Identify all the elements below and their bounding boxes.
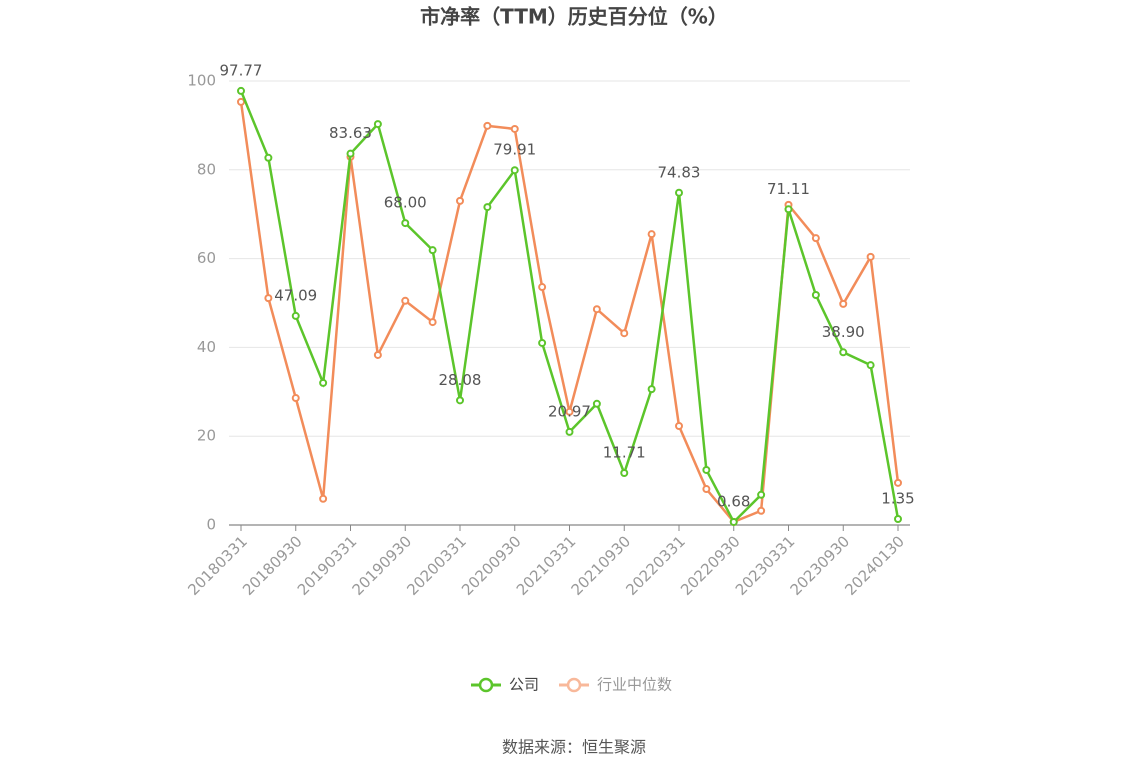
data-label: 71.11: [767, 180, 810, 198]
data-label: 11.71: [603, 444, 646, 462]
data-point: [620, 329, 629, 338]
data-point: [237, 97, 245, 106]
data-point: [784, 205, 793, 214]
series-line: [239, 101, 900, 524]
data-point: [428, 246, 437, 255]
data-point: [319, 494, 328, 503]
data-point: [373, 120, 382, 129]
y-tick-label: 80: [197, 160, 216, 178]
data-point: [866, 361, 875, 370]
data-point: [894, 515, 902, 524]
data-point: [565, 407, 574, 416]
y-tick-label: 100: [187, 72, 216, 90]
data-label: 1.35: [881, 490, 914, 508]
data-point: [510, 166, 519, 175]
data-point: [291, 394, 300, 403]
legend-label: 公司: [509, 676, 539, 694]
data-point: [319, 378, 328, 387]
y-tick-label: 40: [197, 338, 216, 356]
data-point: [647, 385, 656, 394]
data-point: [757, 490, 766, 499]
data-point: [729, 517, 738, 526]
data-point: [565, 427, 574, 436]
data-point: [839, 348, 848, 357]
legend-marker: [566, 677, 582, 693]
data-point: [264, 294, 273, 303]
data-point: [456, 196, 464, 205]
data-label: 79.91: [493, 141, 536, 159]
data-point: [291, 311, 300, 320]
legend-label: 行业中位数: [597, 676, 672, 694]
data-point: [620, 469, 629, 478]
legend-item[interactable]: 公司: [471, 676, 539, 694]
legend-marker: [478, 677, 494, 693]
data-point: [538, 338, 547, 347]
data-point: [483, 121, 492, 130]
data-point: [675, 421, 683, 430]
data-point: [264, 153, 273, 162]
data-point: [592, 305, 601, 314]
data-label: 38.90: [822, 323, 865, 341]
data-label: 47.09: [274, 286, 317, 304]
data-label: 0.68: [717, 492, 750, 510]
x-tick-label: 20240130: [841, 532, 908, 599]
data-point: [456, 396, 464, 405]
data-point: [237, 86, 245, 95]
data-point: [373, 350, 382, 359]
data-label: 83.63: [329, 124, 372, 142]
chart-title: 市净率（TTM）历史百分位（%）: [420, 5, 728, 29]
source-note: 数据来源：恒生聚源: [502, 738, 646, 757]
data-point: [702, 485, 711, 494]
data-point: [346, 149, 355, 158]
data-point: [811, 291, 820, 300]
data-point: [592, 399, 601, 408]
data-point: [401, 219, 410, 228]
data-point: [866, 252, 875, 261]
y-tick-label: 20: [197, 427, 216, 445]
y-tick-label: 0: [206, 516, 216, 534]
legend-item[interactable]: 行业中位数: [559, 676, 672, 694]
data-point: [647, 230, 656, 239]
y-tick-label: 60: [197, 249, 216, 267]
data-label: 74.83: [658, 163, 701, 181]
data-point: [757, 506, 766, 515]
data-point: [428, 318, 437, 327]
data-point: [894, 478, 902, 487]
data-label: 97.77: [220, 61, 263, 79]
data-point: [483, 203, 492, 212]
data-point: [675, 188, 683, 197]
data-point: [401, 296, 410, 305]
data-point: [811, 234, 820, 243]
data-point: [839, 299, 848, 308]
data-point: [510, 124, 519, 133]
data-label: 68.00: [384, 194, 427, 212]
data-label: 20.97: [548, 402, 591, 420]
data-point: [702, 465, 711, 474]
data-label: 28.08: [439, 371, 482, 389]
data-point: [538, 283, 547, 292]
